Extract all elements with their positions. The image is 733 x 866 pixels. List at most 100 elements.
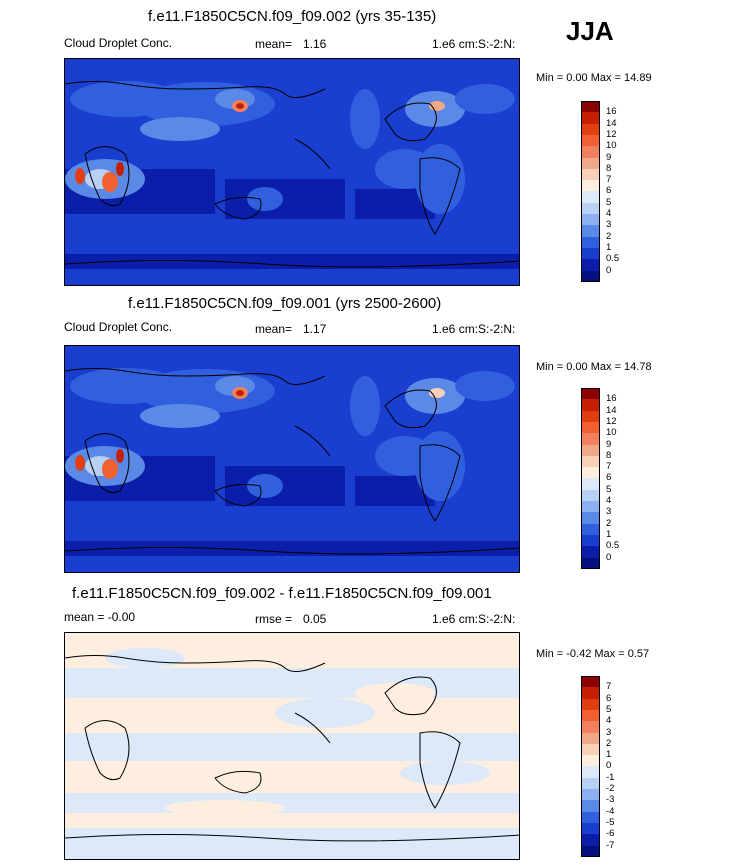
colorbar-swatch <box>581 800 600 813</box>
colorbar-swatch <box>581 134 600 147</box>
colorbar-label: 4 <box>606 495 612 506</box>
colorbar-label: 9 <box>606 151 612 163</box>
colorbar-swatch <box>581 157 600 170</box>
colorbar-label: 7 <box>606 461 612 473</box>
colorbar-label: 12 <box>606 128 617 140</box>
panel-1-map <box>64 58 520 286</box>
colorbar-label: 10 <box>606 140 617 152</box>
panel-3-map <box>64 632 520 860</box>
colorbar-swatch <box>581 845 600 858</box>
colorbar-label: 2 <box>606 737 612 749</box>
colorbar-label: -4 <box>606 805 615 817</box>
colorbar-swatch <box>581 512 600 525</box>
colorbar-swatch <box>581 191 600 204</box>
colorbar-swatch <box>581 766 600 779</box>
colorbar-label: 3 <box>606 726 612 738</box>
panel-1-units: 1.e6 cm:S:-2:N: <box>432 37 516 51</box>
colorbar-label: 7 <box>606 681 612 693</box>
colorbar-swatch <box>581 822 600 835</box>
colorbar-label: 16 <box>606 393 617 405</box>
colorbar-swatch <box>581 777 600 790</box>
colorbar-label: 8 <box>606 449 612 461</box>
panel-3-minmax: Min = -0.42 Max = 0.57 <box>536 648 650 660</box>
colorbar-swatch <box>581 225 600 238</box>
colorbar-label: 6 <box>606 692 612 704</box>
colorbar-swatch <box>581 687 600 700</box>
colorbar-swatch <box>581 557 600 570</box>
colorbar-swatch <box>581 811 600 824</box>
colorbar-label: 8 <box>606 162 612 174</box>
colorbar-swatch <box>581 202 600 215</box>
colorbar-swatch <box>581 698 600 711</box>
colorbar-label: 2 <box>606 517 612 529</box>
colorbar-swatch <box>581 546 600 558</box>
panel-3-map-svg <box>65 633 519 859</box>
colorbar-swatch <box>581 433 600 445</box>
colorbar-swatch <box>581 732 600 745</box>
panel-2-variable: Cloud Droplet Conc. <box>64 320 173 334</box>
colorbar-swatch <box>581 743 600 756</box>
panel-2-mean-value: 1.17 <box>303 322 327 336</box>
colorbar-label: -6 <box>606 828 615 840</box>
colorbar-label: 1 <box>606 528 612 540</box>
panel-3-rmse-value: 0.05 <box>303 612 327 626</box>
colorbar-label: -7 <box>606 839 615 851</box>
colorbar-label: 5 <box>606 196 612 208</box>
colorbar-label: 0 <box>606 760 612 772</box>
colorbar-swatch <box>581 146 600 158</box>
colorbar-swatch <box>581 101 600 113</box>
colorbar-swatch <box>581 180 600 192</box>
colorbar-label: 0.5 <box>606 540 620 552</box>
colorbar-label: 3 <box>606 506 612 518</box>
panel-2-map-svg <box>65 346 519 572</box>
colorbar-label: 3 <box>606 219 612 231</box>
colorbar-label: 2 <box>606 230 612 242</box>
colorbar-label: -1 <box>606 771 615 783</box>
colorbar-label: 4 <box>606 208 612 219</box>
colorbar-label: 7 <box>606 174 612 186</box>
panel-2-mean-label: mean= <box>255 322 293 336</box>
colorbar-swatch <box>581 467 600 479</box>
panel-2-title: f.e11.F1850C5CN.f09_f09.001 (yrs 2500-26… <box>128 295 442 312</box>
panel-3-mean: mean = -0.00 <box>64 610 136 624</box>
colorbar-swatch <box>581 112 600 125</box>
colorbar-swatch <box>581 489 600 502</box>
panel-2-units: 1.e6 cm:S:-2:N: <box>432 322 516 336</box>
colorbar-label: 0.5 <box>606 253 620 265</box>
colorbar-swatch <box>581 259 600 271</box>
colorbar-swatch <box>581 721 600 733</box>
colorbar-swatch <box>581 455 600 468</box>
colorbar-swatch <box>581 534 600 547</box>
colorbar-swatch <box>581 421 600 434</box>
colorbar-swatch <box>581 478 600 491</box>
panel-1-variable: Cloud Droplet Conc. <box>64 36 173 50</box>
colorbar-label: 6 <box>606 185 612 197</box>
colorbar-swatch <box>581 388 600 400</box>
panel-1-minmax: Min = 0.00 Max = 14.89 <box>536 72 652 84</box>
colorbar-label: -3 <box>606 794 615 806</box>
colorbar-label: 5 <box>606 483 612 495</box>
colorbar-label: 12 <box>606 415 617 427</box>
colorbar-label: 0 <box>606 551 612 563</box>
panel-3-title: f.e11.F1850C5CN.f09_f09.002 - f.e11.F185… <box>72 585 492 602</box>
colorbar-swatch <box>581 123 600 136</box>
panel-2-map <box>64 345 520 573</box>
colorbar-label: 1 <box>606 749 612 761</box>
colorbar-swatch <box>581 501 600 513</box>
panel-2-minmax: Min = 0.00 Max = 14.78 <box>536 361 652 373</box>
panel-3-rmse-label: rmse = <box>255 612 293 626</box>
panel-1-mean-label: mean= <box>255 37 293 51</box>
colorbar-swatch <box>581 410 600 423</box>
colorbar-label: 9 <box>606 438 612 450</box>
colorbar-swatch <box>581 236 600 249</box>
colorbar-label: -5 <box>606 816 615 828</box>
panel-1-map-svg <box>65 59 519 285</box>
season-label: JJA <box>566 16 614 46</box>
panel-3-units: 1.e6 cm:S:-2:N: <box>432 612 516 626</box>
colorbar-label: 1 <box>606 241 612 253</box>
panel-1-mean-value: 1.16 <box>303 37 327 51</box>
colorbar-label: 0 <box>606 264 612 276</box>
colorbar-label: 14 <box>606 404 617 416</box>
colorbar-swatch <box>581 168 600 181</box>
panel-1-title: f.e11.F1850C5CN.f09_f09.002 (yrs 35-135) <box>148 8 437 25</box>
